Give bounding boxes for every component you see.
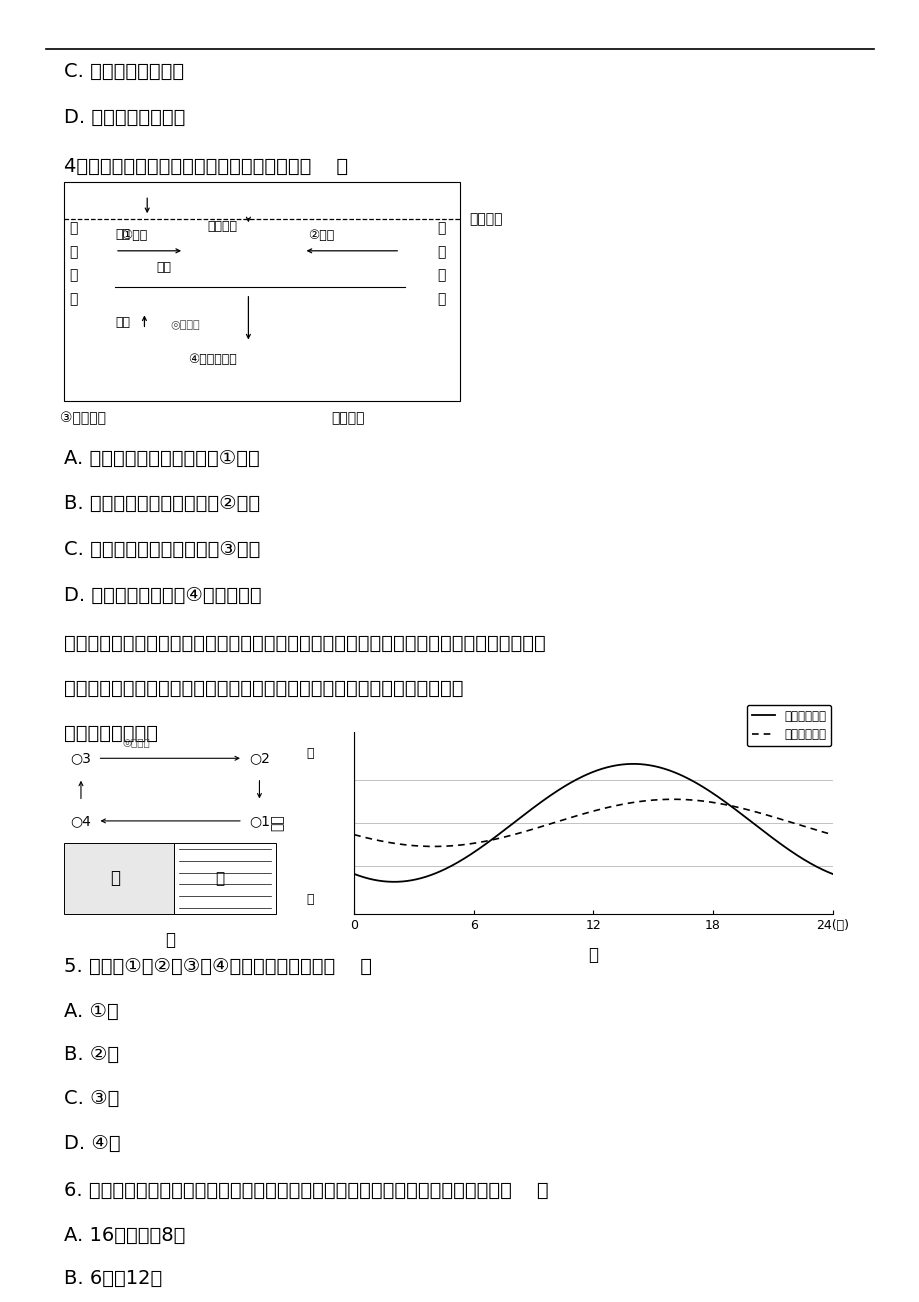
Text: 海: 海 — [215, 871, 224, 885]
Legend: 陆地气温曲线, 海洋气温曲线: 陆地气温曲线, 海洋气温曲线 — [746, 704, 831, 746]
Text: ④大气逆辐射: ④大气逆辐射 — [188, 353, 237, 366]
海洋气温曲线 — [348, 827, 359, 842]
海洋气温曲线 — [826, 827, 837, 842]
Text: 地: 地 — [437, 221, 445, 236]
Line: 陆地气温曲线: 陆地气温曲线 — [354, 764, 832, 881]
Text: 大气: 大气 — [156, 262, 171, 275]
陆地气温曲线 — [785, 844, 796, 859]
Text: 5. 用图中①、②、③、④四处气压最高的是（    ）: 5. 用图中①、②、③、④四处气压最高的是（ ） — [64, 957, 372, 975]
Text: 乙: 乙 — [588, 945, 597, 963]
Text: 阳: 阳 — [69, 245, 77, 259]
Text: 据此回答下列各题: 据此回答下列各题 — [64, 724, 158, 742]
Text: D. 出现雾霄，会导致④在夜间减少: D. 出现雾霄，会导致④在夜间减少 — [64, 586, 262, 604]
陆地气温曲线 — [348, 866, 359, 881]
Text: ○3: ○3 — [71, 751, 91, 766]
Text: D. ④处: D. ④处 — [64, 1134, 121, 1152]
Bar — [175, 842, 276, 914]
Text: 大气辐射: 大气辐射 — [207, 220, 237, 233]
Text: ①吸收: ①吸收 — [121, 229, 148, 242]
海洋气温曲线 — [754, 806, 766, 822]
Text: 气温: 气温 — [270, 815, 284, 831]
陆地气温曲线 — [634, 756, 645, 772]
海洋气温曲线 — [633, 794, 644, 810]
陆地气温曲线 — [350, 867, 361, 883]
Text: ○4: ○4 — [71, 814, 91, 828]
Text: ○1: ○1 — [249, 814, 269, 828]
Text: B. 二氧化碳浓度降低，会使②减少: B. 二氧化碳浓度降低，会使②减少 — [64, 495, 260, 513]
Text: B. 6时至12时: B. 6时至12时 — [64, 1269, 163, 1288]
Text: 大气上界: 大气上界 — [469, 212, 502, 225]
Text: 反射: 反射 — [115, 316, 130, 329]
陆地气温曲线 — [754, 822, 766, 837]
Text: ②吸收: ②吸收 — [308, 229, 335, 242]
Text: B. ②处: B. ②处 — [64, 1046, 119, 1064]
陆地气温曲线 — [826, 866, 837, 881]
Text: C. ③处: C. ③处 — [64, 1090, 119, 1108]
Line: 海洋气温曲线: 海洋气温曲线 — [354, 799, 832, 846]
海洋气温曲线 — [350, 827, 361, 842]
陆地气温曲线 — [636, 756, 647, 772]
海洋气温曲线 — [428, 838, 439, 854]
Text: 辐: 辐 — [437, 268, 445, 283]
Text: 甲、乙两图分别是「北半球某滨海地区海陆环流图」和「气温变化特征图」。: 甲、乙两图分别是「北半球某滨海地区海陆环流图」和「气温变化特征图」。 — [64, 680, 463, 698]
Text: D. 地理环境的整体性: D. 地理环境的整体性 — [64, 108, 186, 126]
Text: A. 16时至次日8时: A. 16时至次日8时 — [64, 1226, 186, 1245]
Text: ◎正确云: ◎正确云 — [122, 738, 150, 747]
陆地气温曲线 — [627, 756, 638, 772]
Text: ③地面吸收: ③地面吸收 — [60, 411, 106, 424]
Text: C. 地理环境的差异性: C. 地理环境的差异性 — [64, 62, 185, 81]
Text: C. 可吸入额粒物增加，会使③增加: C. 可吸入额粒物增加，会使③增加 — [64, 540, 260, 559]
海洋气温曲线 — [642, 793, 653, 809]
Text: 低: 低 — [306, 893, 313, 906]
Bar — [64, 842, 175, 914]
Text: 射: 射 — [69, 292, 77, 306]
海洋气温曲线 — [785, 815, 796, 831]
Text: 在影视剧中往往让女主角面朝大海，在海风吹拂下让头发向后飘逸以反映女主角的快乐心情。: 在影视剧中往往让女主角面朝大海，在海风吹拂下让头发向后飘逸以反映女主角的快乐心情… — [64, 634, 546, 652]
Text: 射: 射 — [437, 292, 445, 306]
Text: A. ①处: A. ①处 — [64, 1003, 119, 1021]
Text: 6. 为了完成女主角头发向后飘逸的场景，作为导演，你会选择什么时间段完成拍摄（    ）: 6. 为了完成女主角头发向后飘逸的场景，作为导演，你会选择什么时间段完成拍摄（ … — [64, 1181, 549, 1199]
Text: 面: 面 — [437, 245, 445, 259]
Bar — [64, 182, 460, 401]
陆地气温曲线 — [388, 874, 399, 889]
Text: 4、下图为地球大气受热过程示意图。大气中（    ）: 4、下图为地球大气受热过程示意图。大气中（ ） — [64, 158, 348, 176]
Text: 地球表面: 地球表面 — [331, 411, 364, 424]
Text: A. 臭氧层遇到破坏，会导致①增加: A. 臭氧层遇到破坏，会导致①增加 — [64, 449, 260, 467]
Text: 太: 太 — [69, 221, 77, 236]
Text: 高: 高 — [306, 747, 313, 760]
Text: 陆: 陆 — [110, 870, 119, 888]
Text: ○2: ○2 — [249, 751, 269, 766]
Text: 甲: 甲 — [165, 931, 175, 949]
海洋气温曲线 — [634, 794, 645, 810]
Text: ◎正确云: ◎正确云 — [170, 320, 199, 331]
Text: 辐: 辐 — [69, 268, 77, 283]
海洋气温曲线 — [666, 792, 677, 807]
陆地气温曲线 — [644, 758, 655, 773]
Text: 反射: 反射 — [115, 228, 130, 241]
